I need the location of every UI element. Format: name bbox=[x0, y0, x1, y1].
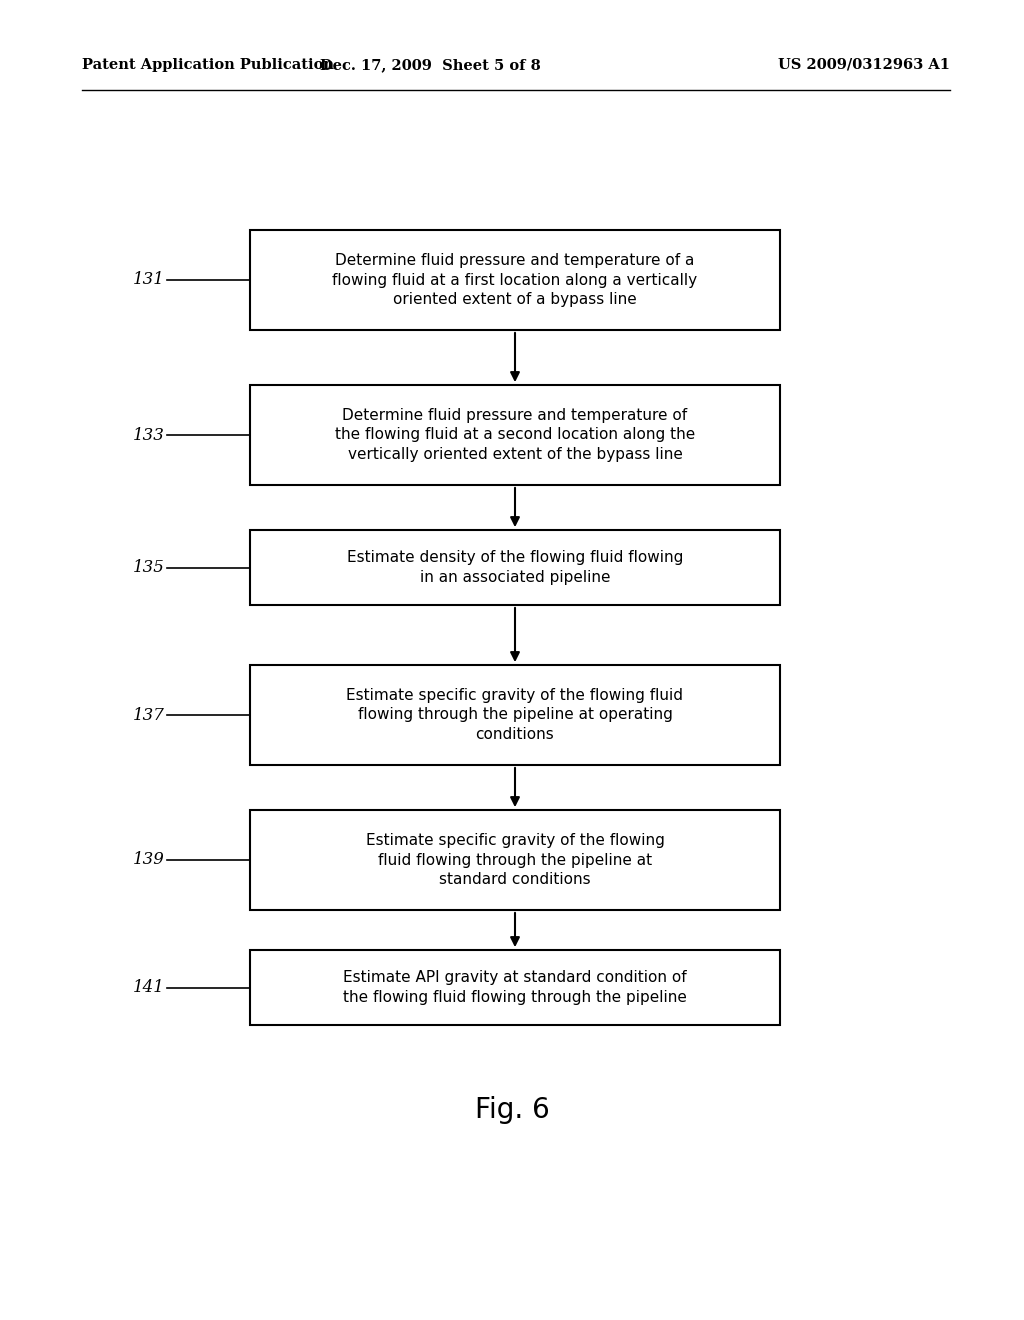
Text: Determine fluid pressure and temperature of
the flowing fluid at a second locati: Determine fluid pressure and temperature… bbox=[335, 408, 695, 462]
Text: Fig. 6: Fig. 6 bbox=[475, 1096, 549, 1125]
Text: Determine fluid pressure and temperature of a
flowing fluid at a first location : Determine fluid pressure and temperature… bbox=[333, 252, 697, 308]
Text: 131: 131 bbox=[133, 272, 165, 289]
Bar bbox=[250, 230, 780, 330]
Bar bbox=[250, 810, 780, 909]
Text: 135: 135 bbox=[133, 558, 165, 576]
Text: 133: 133 bbox=[133, 426, 165, 444]
Bar bbox=[250, 385, 780, 484]
Text: Estimate API gravity at standard condition of
the flowing fluid flowing through : Estimate API gravity at standard conditi… bbox=[343, 970, 687, 1005]
Text: Estimate specific gravity of the flowing
fluid flowing through the pipeline at
s: Estimate specific gravity of the flowing… bbox=[366, 833, 665, 887]
Text: 137: 137 bbox=[133, 706, 165, 723]
Text: Patent Application Publication: Patent Application Publication bbox=[82, 58, 334, 73]
Text: Estimate density of the flowing fluid flowing
in an associated pipeline: Estimate density of the flowing fluid fl… bbox=[347, 550, 683, 585]
Bar bbox=[250, 950, 780, 1026]
Bar bbox=[250, 531, 780, 605]
Bar bbox=[250, 665, 780, 766]
Text: US 2009/0312963 A1: US 2009/0312963 A1 bbox=[778, 58, 950, 73]
Text: 141: 141 bbox=[133, 979, 165, 997]
Text: Dec. 17, 2009  Sheet 5 of 8: Dec. 17, 2009 Sheet 5 of 8 bbox=[319, 58, 541, 73]
Text: 139: 139 bbox=[133, 851, 165, 869]
Text: Estimate specific gravity of the flowing fluid
flowing through the pipeline at o: Estimate specific gravity of the flowing… bbox=[346, 688, 683, 742]
